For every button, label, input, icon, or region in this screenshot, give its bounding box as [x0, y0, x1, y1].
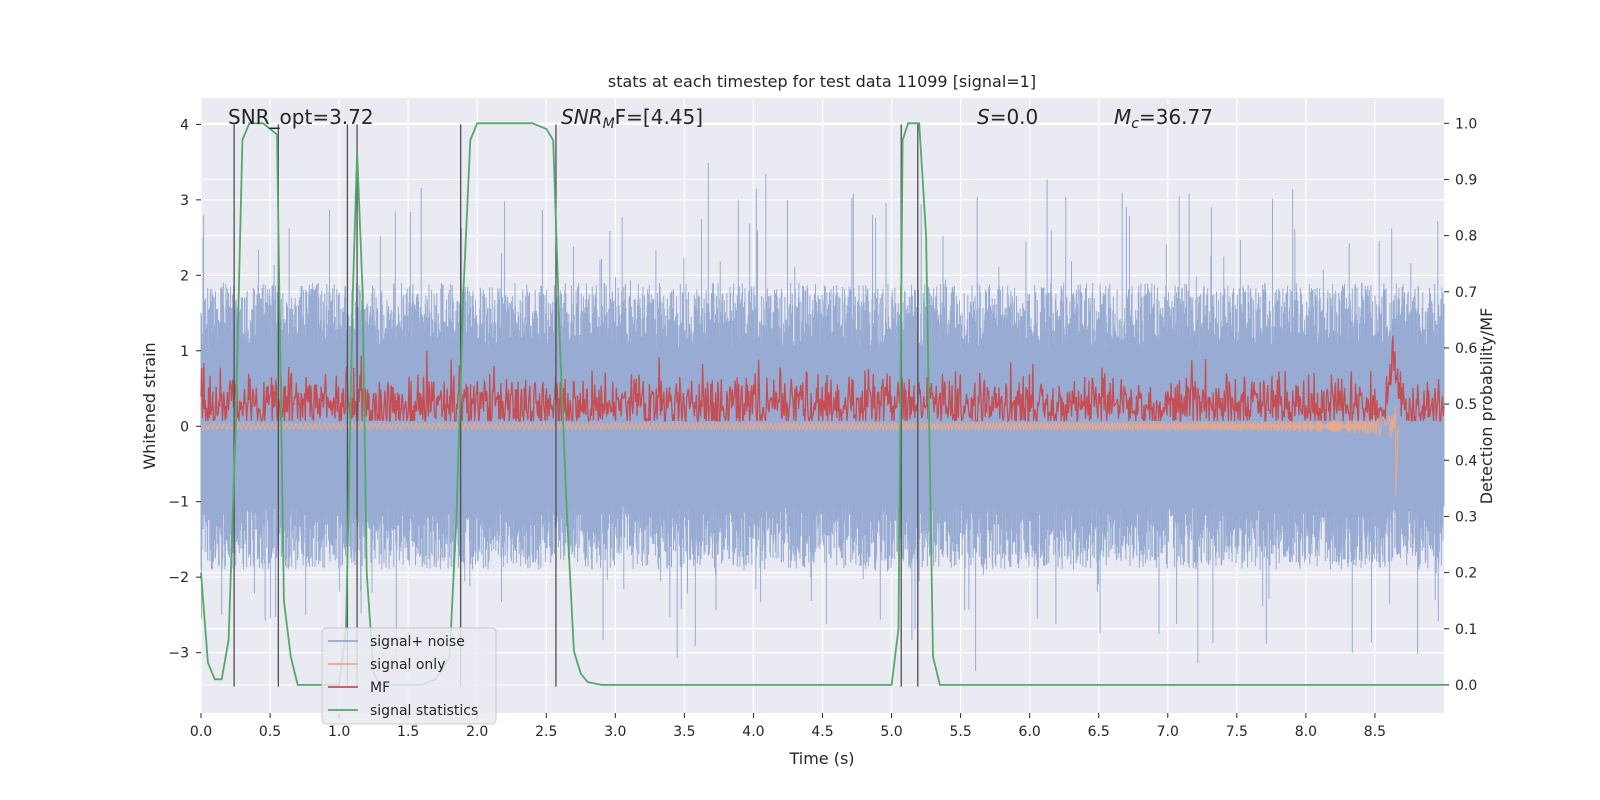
series-signal-only	[200, 406, 1399, 496]
y-right-axis-label: Detection probability/MF	[1477, 308, 1496, 505]
y-left-tick-label: 1	[180, 344, 189, 360]
legend: signal+ noise signal only MF signal stat…	[321, 627, 497, 725]
legend-label-signal-statistics: signal statistics	[370, 703, 478, 719]
annotation-mc-var: M	[1114, 105, 1131, 129]
annotation-snr-mf-sub: M	[603, 116, 615, 132]
x-tick-label: 6.0	[1019, 724, 1041, 740]
x-tick-label: 5.5	[949, 724, 971, 740]
x-tick-label: 8.0	[1295, 724, 1317, 740]
annotation-snr-mf-value: F=[4.45]	[615, 105, 703, 129]
y-left-tick-label: −2	[168, 570, 189, 586]
y-left-tick-label: 2	[180, 268, 189, 284]
annotation-mc: Mc=36.77	[1114, 105, 1213, 132]
signal-only-line	[200, 406, 1399, 496]
x-tick-label: 8.5	[1364, 724, 1386, 740]
x-tick-label: 4.5	[811, 724, 833, 740]
annotation-s-value: =0.0	[990, 105, 1039, 129]
legend-label-mf: MF	[370, 680, 390, 696]
x-tick-label: 0.0	[190, 724, 212, 740]
y-right-tick-label: 0.9	[1455, 172, 1477, 188]
annotation-s-var: S	[977, 105, 990, 129]
series-signal-statistics	[200, 122, 1444, 686]
y-right-tick-label: 0.7	[1455, 285, 1477, 301]
y-right-tick-label: 0.0	[1455, 678, 1477, 694]
x-tick-label: 2.5	[535, 724, 557, 740]
annotation-mc-value: =36.77	[1139, 105, 1213, 129]
annotation-s: S=0.0	[977, 105, 1038, 129]
y-left-axis-ticks: 4 3 2 1 0 −1 −2 −3	[168, 117, 201, 662]
y-right-tick-label: 0.5	[1455, 397, 1477, 413]
legend-label-signal-only: signal only	[370, 657, 445, 673]
x-tick-label: 7.5	[1226, 724, 1248, 740]
x-tick-label: 0.5	[259, 724, 281, 740]
x-tick-label: 5.0	[880, 724, 902, 740]
y-right-tick-label: 0.3	[1455, 509, 1477, 525]
x-tick-label: 6.5	[1088, 724, 1110, 740]
y-right-tick-label: 1.0	[1455, 116, 1477, 132]
legend-box	[321, 627, 497, 725]
x-tick-label: 1.5	[397, 724, 419, 740]
y-right-tick-label: 0.6	[1455, 341, 1477, 357]
series-mf	[200, 335, 1445, 423]
y-left-tick-label: −3	[168, 646, 189, 662]
x-axis-label: Time (s)	[788, 749, 854, 768]
chart-title: stats at each timestep for test data 110…	[608, 72, 1036, 91]
annotation-snr-mf-prefix: SNR	[561, 105, 603, 129]
y-right-axis-ticks: 1.0 0.9 0.8 0.7 0.6 0.5 0.4 0.3 0.2 0.1 0.0	[1444, 116, 1477, 694]
x-tick-label: 4.0	[742, 724, 764, 740]
x-tick-label: 3.5	[673, 724, 695, 740]
y-right-tick-label: 0.2	[1455, 566, 1477, 582]
legend-label-signal-plus-noise: signal+ noise	[370, 634, 465, 650]
annotation-snr-mf: SNRMF=[4.45]	[561, 105, 703, 132]
signal-statistics-line	[200, 122, 1444, 686]
y-left-tick-label: 3	[180, 193, 189, 209]
x-axis-ticks: 0.0 0.5 1.0 1.5 2.0 2.5 3.0 3.5 4.0 4.5 5.0 5.5 6.0 6…	[190, 713, 1386, 740]
x-tick-label: 2.0	[466, 724, 488, 740]
x-tick-label: 3.0	[604, 724, 626, 740]
annotation-mc-sub: c	[1131, 116, 1139, 132]
y-left-tick-label: 0	[180, 419, 189, 435]
y-left-tick-label: −1	[168, 495, 189, 511]
y-right-tick-label: 0.1	[1455, 622, 1477, 638]
y-right-tick-label: 0.8	[1455, 229, 1477, 245]
y-left-axis-label: Whitened strain	[140, 342, 159, 469]
annotation-snr-opt: SNR_opt=3.72	[228, 105, 374, 129]
x-tick-label: 7.0	[1157, 724, 1179, 740]
y-right-tick-label: 0.4	[1455, 453, 1477, 469]
mf-line	[200, 335, 1445, 423]
y-left-tick-label: 4	[180, 117, 189, 133]
x-tick-label: 1.0	[328, 724, 350, 740]
